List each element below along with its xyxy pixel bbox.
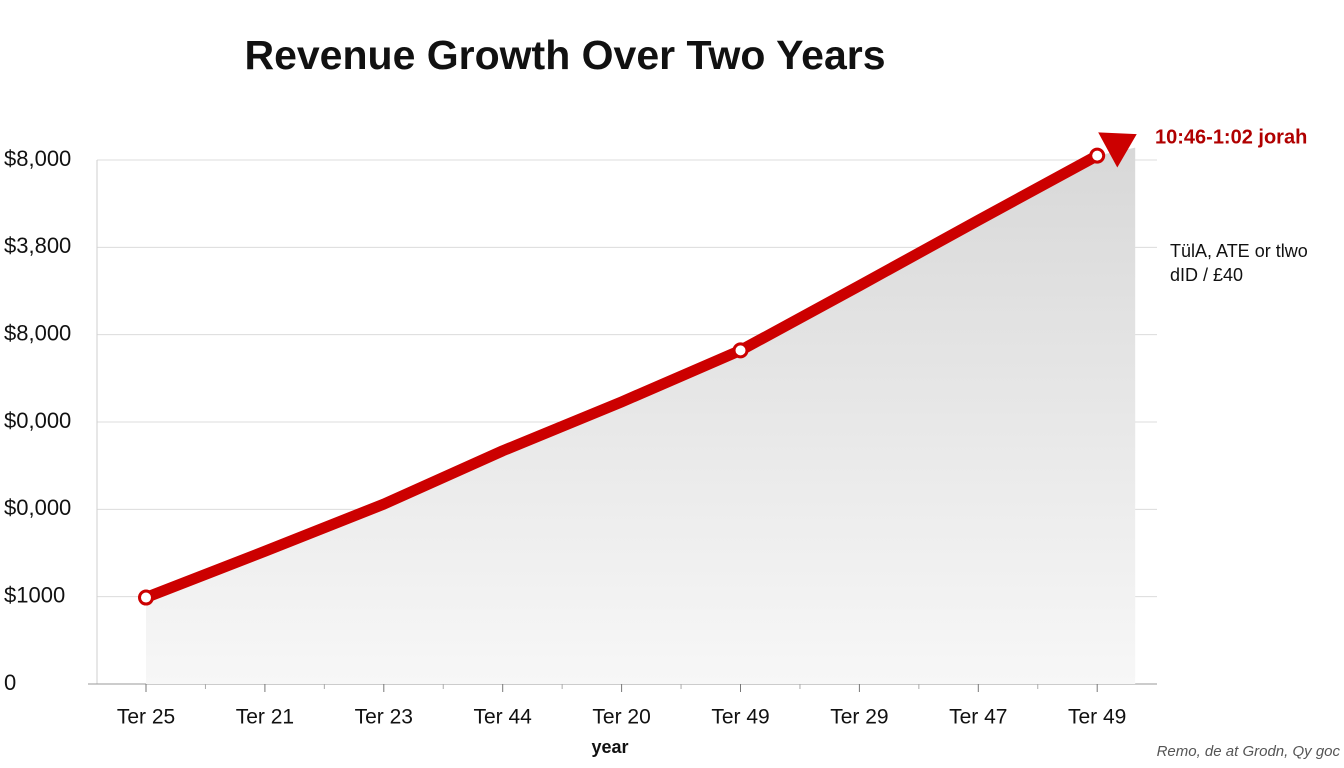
point-marker: [138, 589, 154, 606]
note-line: TülA, ATE or tlwo: [1170, 241, 1308, 261]
line: [140, 150, 1103, 604]
x-tick-label: Ter 21: [236, 706, 294, 729]
y-tick-label: $8,000: [4, 320, 71, 345]
y-tick-label: $8,000: [4, 146, 71, 171]
point-marker: [1089, 147, 1106, 164]
x-tick-label: Ter 49: [1068, 706, 1126, 729]
y-tick-label: $1000: [4, 582, 65, 607]
point-marker: [732, 342, 749, 359]
x-tick-label: Ter 29: [830, 706, 888, 729]
x-tick-label: Ter 47: [949, 706, 1007, 729]
y-tick-label: 0: [4, 670, 16, 695]
x-tick-label: Ter 44: [474, 706, 533, 729]
footer: Remo, de at Grodn, Qy goc: [1157, 743, 1341, 760]
area: [146, 147, 1136, 685]
y-tick-label: $3,800: [4, 233, 71, 258]
x-tick-label: Ter 20: [592, 706, 650, 729]
annotation: 10:46-1:02 jorah: [1155, 126, 1307, 148]
chart-title: Revenue Growth Over Two Years: [244, 32, 885, 78]
y-tick-label: $0,000: [4, 495, 71, 520]
x-tick-label: Ter 23: [355, 706, 413, 729]
x-tick-label: Ter 49: [711, 706, 769, 729]
y-tick-label: $0,000: [4, 408, 71, 433]
x-tick-label: Ter 25: [117, 706, 175, 729]
arrowhead: [1098, 132, 1137, 168]
x-axis-label: year: [591, 737, 628, 757]
note-line: dID / £40: [1170, 265, 1243, 285]
